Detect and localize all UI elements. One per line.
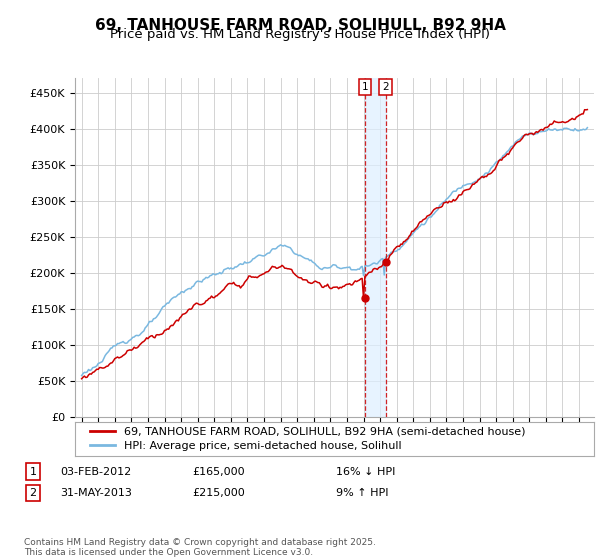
Text: 2: 2: [29, 488, 37, 498]
Text: 2: 2: [382, 82, 389, 92]
Text: £215,000: £215,000: [192, 488, 245, 498]
Text: 31-MAY-2013: 31-MAY-2013: [60, 488, 132, 498]
Text: Contains HM Land Registry data © Crown copyright and database right 2025.
This d: Contains HM Land Registry data © Crown c…: [24, 538, 376, 557]
Text: Price paid vs. HM Land Registry's House Price Index (HPI): Price paid vs. HM Land Registry's House …: [110, 28, 490, 41]
Text: £165,000: £165,000: [192, 466, 245, 477]
Text: 16% ↓ HPI: 16% ↓ HPI: [336, 466, 395, 477]
Text: 03-FEB-2012: 03-FEB-2012: [60, 466, 131, 477]
Text: 9% ↑ HPI: 9% ↑ HPI: [336, 488, 389, 498]
Legend: 69, TANHOUSE FARM ROAD, SOLIHULL, B92 9HA (semi-detached house), HPI: Average pr: 69, TANHOUSE FARM ROAD, SOLIHULL, B92 9H…: [86, 422, 529, 456]
Text: 1: 1: [362, 82, 368, 92]
Text: 1: 1: [29, 466, 37, 477]
Bar: [365, 78, 386, 417]
Text: 69, TANHOUSE FARM ROAD, SOLIHULL, B92 9HA: 69, TANHOUSE FARM ROAD, SOLIHULL, B92 9H…: [95, 18, 505, 33]
